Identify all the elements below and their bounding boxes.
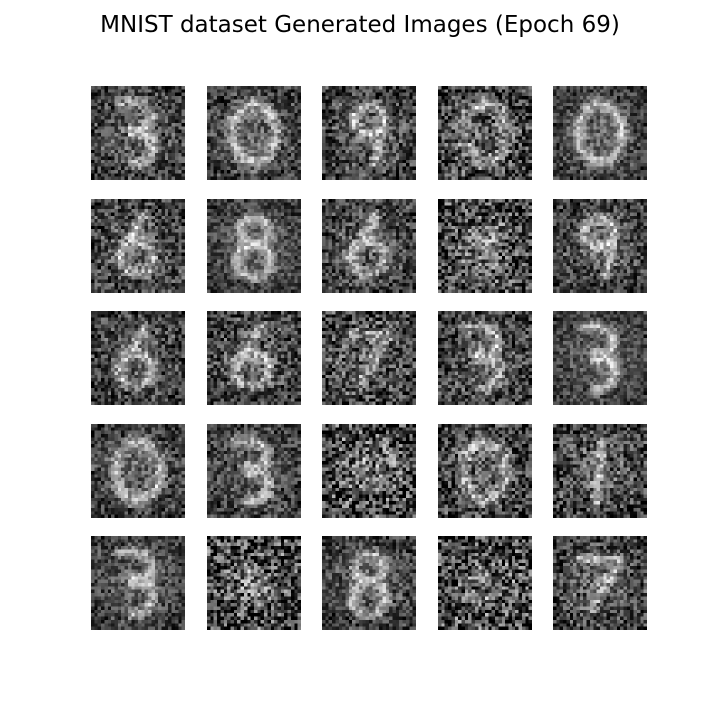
generated-digit-image	[553, 311, 647, 405]
generated-digit-image	[91, 86, 185, 180]
generated-digit-image	[438, 199, 532, 293]
generated-digit-image	[91, 199, 185, 293]
generated-digit-image	[553, 424, 647, 518]
generated-digit-image	[438, 86, 532, 180]
generated-digit-image	[207, 86, 301, 180]
generated-digit-image	[207, 424, 301, 518]
generated-digit-image	[91, 536, 185, 630]
generated-digit-image	[553, 536, 647, 630]
generated-digit-image	[91, 311, 185, 405]
generated-digit-image	[438, 311, 532, 405]
generated-digit-image	[207, 199, 301, 293]
figure-title: MNIST dataset Generated Images (Epoch 69…	[100, 12, 620, 38]
generated-digit-image	[322, 424, 416, 518]
generated-digit-image	[322, 86, 416, 180]
generated-digit-image	[322, 199, 416, 293]
generated-digit-image	[207, 536, 301, 630]
generated-digit-image	[91, 424, 185, 518]
generated-digit-image	[553, 86, 647, 180]
generated-digit-image	[322, 311, 416, 405]
generated-digit-image	[438, 536, 532, 630]
generated-digit-image	[322, 536, 416, 630]
generated-digit-image	[207, 311, 301, 405]
generated-digit-image	[553, 199, 647, 293]
generated-digit-image	[438, 424, 532, 518]
